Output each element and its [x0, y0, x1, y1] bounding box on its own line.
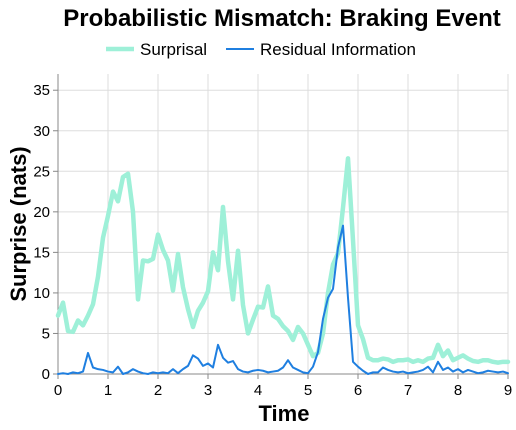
x-tick-label: 9	[504, 382, 512, 399]
y-tick-label: 35	[33, 82, 50, 99]
chart-title: Probabilistic Mismatch: Braking Event	[63, 5, 500, 32]
x-tick-label: 6	[354, 382, 362, 399]
y-tick-label: 20	[33, 204, 50, 221]
x-tick-label: 2	[154, 382, 162, 399]
legend-label-residual-information: Residual Information	[260, 40, 416, 59]
series-line-residual-information	[57, 224, 509, 375]
y-tick-label: 10	[33, 285, 50, 302]
y-tick-label: 25	[33, 163, 50, 180]
y-tick-label: 5	[42, 325, 50, 342]
y-tick-label: 0	[42, 366, 50, 383]
y-tick-label: 30	[33, 123, 50, 140]
axes: 0 5 10 15 20 25 30 35 0 1 2 3 4 5 6 7 8 9	[33, 74, 512, 399]
legend-label-surprisal: Surprisal	[140, 40, 207, 59]
x-tick-label: 0	[54, 382, 62, 399]
x-tick-label: 1	[104, 382, 112, 399]
y-tick-label: 15	[33, 244, 50, 261]
x-axis-title: Time	[259, 401, 310, 426]
y-axis-title: Surprise (nats)	[6, 146, 31, 301]
x-tick-label: 7	[404, 382, 412, 399]
x-tick-label: 3	[204, 382, 212, 399]
x-tick-label: 8	[454, 382, 462, 399]
x-tick-label: 4	[254, 382, 262, 399]
series-lines	[55, 156, 511, 375]
legend: Surprisal Residual Information	[106, 40, 416, 59]
x-tick-label: 5	[304, 382, 312, 399]
series-line-surprisal	[55, 156, 511, 365]
